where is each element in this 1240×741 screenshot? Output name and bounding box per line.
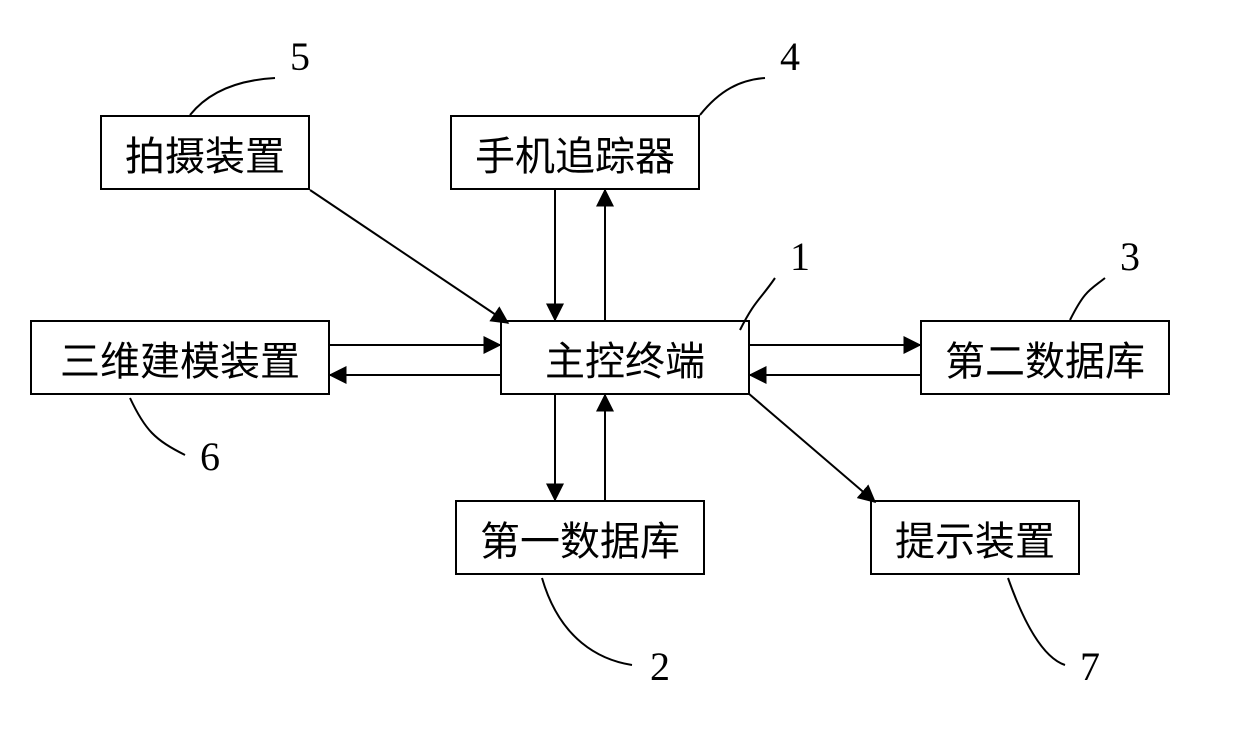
node-label: 第二数据库 xyxy=(945,329,1145,387)
node-modeling-device: 三维建模装置 xyxy=(30,320,330,395)
node-db2: 第二数据库 xyxy=(920,320,1170,395)
node-label: 第一数据库 xyxy=(480,509,680,567)
node-label: 提示装置 xyxy=(895,509,1055,567)
node-capture-device: 拍摄装置 xyxy=(100,115,310,190)
node-label: 主控终端 xyxy=(545,329,705,387)
svg-text:6: 6 xyxy=(200,434,220,479)
node-label: 手机追踪器 xyxy=(475,124,675,182)
node-label: 三维建模装置 xyxy=(60,329,300,387)
node-label: 拍摄装置 xyxy=(125,124,285,182)
svg-text:3: 3 xyxy=(1120,234,1140,279)
node-db1: 第一数据库 xyxy=(455,500,705,575)
svg-text:7: 7 xyxy=(1080,644,1100,689)
node-main-terminal: 主控终端 xyxy=(500,320,750,395)
node-phone-tracker: 手机追踪器 xyxy=(450,115,700,190)
node-prompt-device: 提示装置 xyxy=(870,500,1080,575)
svg-text:2: 2 xyxy=(650,644,670,689)
svg-text:5: 5 xyxy=(290,34,310,79)
svg-text:1: 1 xyxy=(790,234,810,279)
svg-text:4: 4 xyxy=(780,34,800,79)
